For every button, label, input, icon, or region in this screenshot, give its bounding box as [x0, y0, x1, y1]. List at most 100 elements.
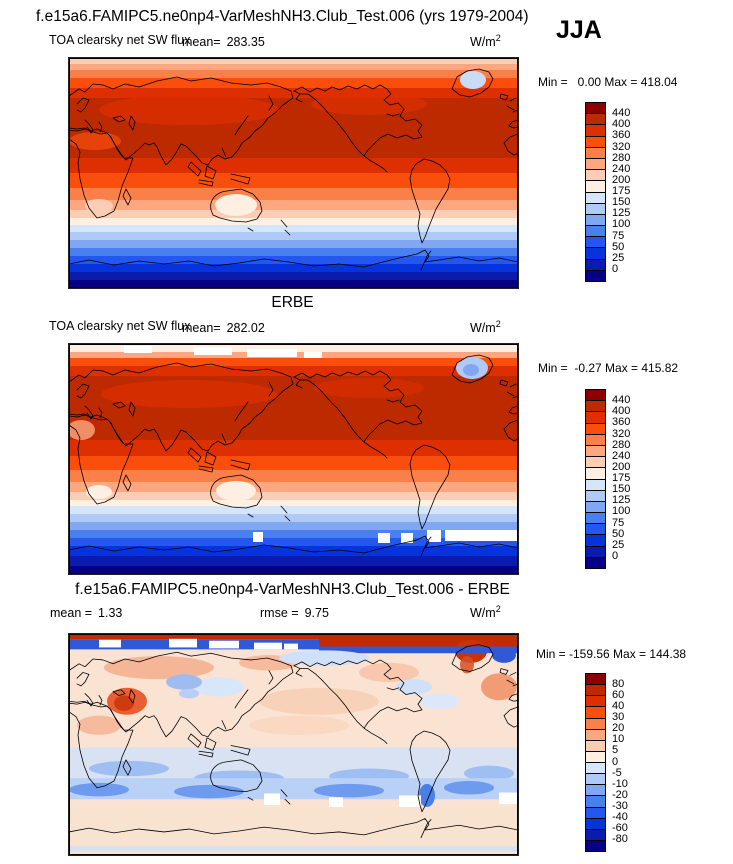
colorbar-segment	[586, 784, 605, 796]
colorbar-tick-label: 320	[612, 140, 631, 153]
colorbar-tick-label: 200	[612, 173, 631, 186]
map-zonal-band	[69, 232, 518, 241]
model-map	[68, 57, 519, 289]
map-zonal-band	[69, 538, 518, 547]
colorbar-tick-label: 75	[612, 516, 625, 529]
colorbar-tick-label: 280	[612, 151, 631, 164]
obs-map-bands	[69, 344, 518, 574]
colorbar-segment	[586, 390, 605, 401]
obs-land-bright-patch	[101, 380, 277, 408]
colorbar-segment	[586, 728, 605, 740]
colorbar-segment	[586, 169, 605, 181]
map-zonal-band	[69, 366, 518, 377]
colorbar-tick-label: 25	[612, 538, 625, 551]
colorbar-segment	[586, 523, 605, 535]
panel3-rmse-label: rmse =	[260, 606, 299, 620]
map-zonal-band	[69, 492, 518, 501]
map-zonal-band	[69, 506, 518, 515]
diff-map	[68, 633, 519, 856]
colorbar-segment	[586, 478, 605, 490]
diff-negative-bias-shapes	[69, 639, 518, 855]
panel3-mean-label: mean =	[50, 606, 93, 620]
colorbar-segment	[586, 236, 605, 248]
colorbar-tick-label: 75	[612, 229, 625, 242]
season-label: JJA	[556, 16, 602, 44]
colorbar-tick-label: 100	[612, 218, 631, 231]
colorbar-tick-label: 320	[612, 427, 631, 440]
colorbar-tick-label: 240	[612, 162, 631, 175]
colorbar-tick-label: 400	[612, 405, 631, 418]
map-zonal-band	[69, 218, 518, 226]
colorbar-tick-label: 150	[612, 483, 631, 496]
panel3-units: W/m2	[470, 604, 501, 621]
colorbar-tick-label: -60	[612, 821, 628, 834]
map-zonal-band	[69, 358, 518, 367]
panel3-minmax: Min = -159.56 Max = 144.38	[536, 647, 687, 661]
colorbar-segment	[586, 467, 605, 479]
obs-map	[68, 343, 519, 575]
colorbar-segment	[586, 225, 605, 237]
colorbar-segment	[586, 444, 605, 457]
colorbar-segment	[586, 512, 605, 524]
map-zonal-band	[69, 158, 518, 174]
map-zonal-band	[69, 500, 518, 507]
colorbar-segment	[586, 103, 605, 114]
map-zonal-band	[69, 78, 518, 89]
colorbar-segment	[586, 750, 605, 762]
colorbar-tick-label: 175	[612, 185, 631, 197]
obs-greenland-ice-core	[463, 364, 479, 376]
colorbar-segment	[586, 739, 605, 751]
map-zonal-band	[69, 546, 518, 557]
colorbar-tick-label: -10	[612, 777, 628, 790]
model-sahara-patch	[69, 132, 121, 150]
colorbar-tick-label: 175	[612, 472, 631, 484]
panel1-units: W/m2	[470, 33, 501, 50]
colorbar-segment	[586, 706, 605, 718]
map-zonal-band	[69, 440, 518, 457]
colorbar-tick-label: 280	[612, 438, 631, 451]
colorbar-segment	[586, 411, 605, 423]
colorbar-tick-label: -80	[612, 832, 628, 845]
panel3-mean: mean = 1.33	[50, 606, 122, 620]
colorbar-diff-bar	[585, 673, 606, 852]
colorbar-segment	[586, 695, 605, 707]
colorbar-segment	[586, 400, 605, 412]
colorbar-obs-bar	[585, 389, 606, 569]
colorbar-segment	[586, 717, 605, 729]
model-land-bright-patch	[99, 95, 279, 125]
colorbar-segment	[586, 146, 605, 158]
colorbar-segment	[586, 202, 605, 214]
page-title: f.e15a6.FAMIPC5.ne0np4-VarMeshNH3.Club_T…	[36, 8, 529, 25]
colorbar-tick-label: -30	[612, 799, 628, 812]
colorbar-tick-label: -20	[612, 788, 628, 801]
map-zonal-band	[69, 344, 518, 353]
map-frame	[69, 58, 518, 288]
colorbar-segment	[586, 258, 605, 270]
colorbar-tick-label: -5	[612, 766, 622, 779]
obs-safrica-patch	[86, 485, 112, 499]
model-map-bands	[69, 58, 518, 288]
colorbar-tick-label: 40	[612, 700, 625, 713]
colorbar-tick-label: 360	[612, 129, 631, 142]
colorbar-tick-label: -40	[612, 810, 628, 823]
colorbar-tick-label: 30	[612, 711, 625, 724]
panel1-mean-label: mean=	[182, 35, 221, 49]
colorbar-tick-label: 25	[612, 251, 625, 264]
colorbar-segment	[586, 247, 605, 259]
obs-wafrica-patch	[69, 420, 95, 440]
map-zonal-band	[69, 188, 518, 201]
panel1-mean-value: 283.35	[226, 35, 265, 49]
colorbar-segment	[586, 113, 605, 125]
obs-australia-patch	[216, 481, 256, 501]
panel3-title: f.e15a6.FAMIPC5.ne0np4-VarMeshNH3.Club_T…	[75, 581, 510, 598]
colorbar-segment	[586, 828, 605, 840]
map-zonal-band	[69, 70, 518, 79]
panel2-mean-label: mean=	[182, 321, 221, 335]
model-safrica-patch	[85, 199, 113, 213]
panel1-mean: mean= 283.35	[182, 35, 265, 49]
colorbar-tick-label: 125	[612, 207, 631, 220]
colorbar-segment	[586, 191, 605, 203]
colorbar-segment	[586, 489, 605, 501]
model-map-svg	[69, 58, 518, 288]
